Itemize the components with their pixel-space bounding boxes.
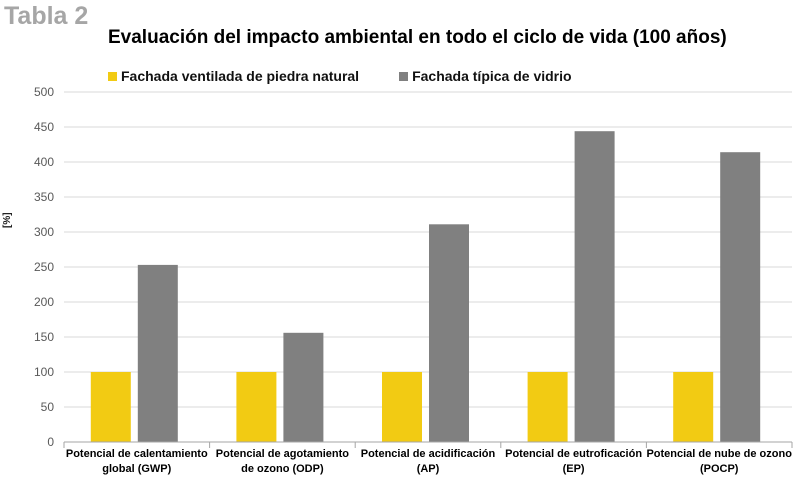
y-tick-label: 350 (34, 190, 54, 204)
bar (137, 264, 178, 442)
legend-swatch-stone (108, 71, 117, 81)
table-label: Tabla 2 (4, 2, 89, 30)
x-tick-label: Potencial de agotamiento de ozono (ODP) (216, 448, 350, 475)
y-tick-label: 50 (41, 400, 55, 414)
x-tick-label: Potencial de calentamiento global (GWP) (66, 448, 208, 475)
y-tick-label: 500 (34, 85, 54, 99)
bar (720, 152, 761, 442)
legend: Fachada ventilada de piedra natural Fach… (108, 66, 612, 86)
y-tick-label: 150 (34, 330, 54, 344)
x-tick-label: Potencial de acidificación (AP) (361, 448, 496, 475)
x-tick-label: Potencial de eutroficación (EP) (505, 448, 642, 475)
y-tick-label: 0 (47, 435, 54, 449)
y-tick-label: 250 (34, 260, 54, 274)
bar (429, 224, 469, 442)
y-tick-label: 100 (34, 365, 54, 379)
bar (527, 372, 568, 442)
chart-title: Evaluación del impacto ambiental en todo… (108, 27, 727, 48)
y-tick-label: 200 (34, 295, 54, 309)
legend-label-stone: Fachada ventilada de piedra natural (121, 68, 360, 84)
y-tick-label: 400 (34, 155, 54, 169)
x-tick-label: Potencial de nube de ozono (POCP) (646, 448, 792, 475)
bar (283, 332, 324, 442)
legend-item-stone: Fachada ventilada de piedra natural (108, 68, 359, 84)
legend-label-glass: Fachada típica de vidrio (412, 68, 572, 84)
bar (236, 372, 277, 442)
y-tick-label: 300 (34, 225, 54, 239)
bar (90, 372, 131, 442)
bar (673, 372, 714, 442)
y-tick-label: 450 (34, 120, 54, 134)
bar (382, 372, 422, 442)
bar (574, 131, 615, 442)
legend-item-glass: Fachada típica de vidrio (399, 68, 572, 84)
legend-swatch-glass (399, 71, 409, 81)
